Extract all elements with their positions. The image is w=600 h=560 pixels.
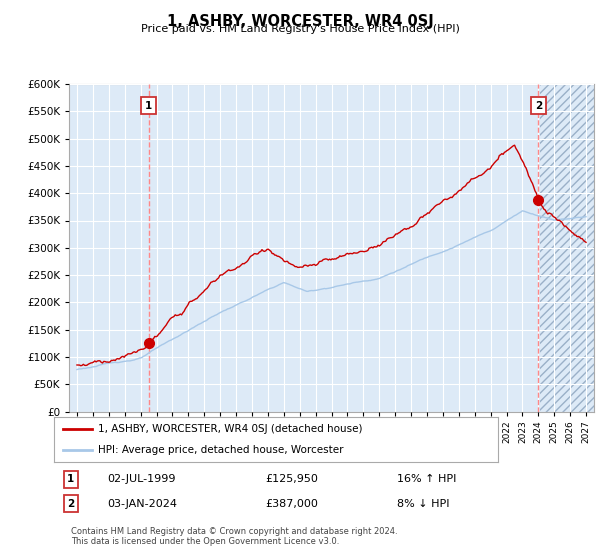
Text: 8% ↓ HPI: 8% ↓ HPI	[397, 499, 450, 509]
Text: 03-JAN-2024: 03-JAN-2024	[107, 499, 177, 509]
Text: 1, ASHBY, WORCESTER, WR4 0SJ: 1, ASHBY, WORCESTER, WR4 0SJ	[167, 14, 433, 29]
Text: 1: 1	[145, 101, 152, 111]
Text: 2: 2	[535, 101, 542, 111]
Text: 1, ASHBY, WORCESTER, WR4 0SJ (detached house): 1, ASHBY, WORCESTER, WR4 0SJ (detached h…	[98, 424, 363, 435]
Text: £125,950: £125,950	[265, 474, 318, 484]
Text: Contains HM Land Registry data © Crown copyright and database right 2024.
This d: Contains HM Land Registry data © Crown c…	[71, 526, 398, 546]
Text: 2: 2	[67, 499, 74, 509]
Text: 02-JUL-1999: 02-JUL-1999	[107, 474, 175, 484]
Text: 1: 1	[67, 474, 74, 484]
Bar	[539, 29, 600, 412]
Text: 16% ↑ HPI: 16% ↑ HPI	[397, 474, 457, 484]
Text: £387,000: £387,000	[265, 499, 318, 509]
Text: HPI: Average price, detached house, Worcester: HPI: Average price, detached house, Worc…	[98, 445, 344, 455]
Text: Price paid vs. HM Land Registry's House Price Index (HPI): Price paid vs. HM Land Registry's House …	[140, 24, 460, 34]
